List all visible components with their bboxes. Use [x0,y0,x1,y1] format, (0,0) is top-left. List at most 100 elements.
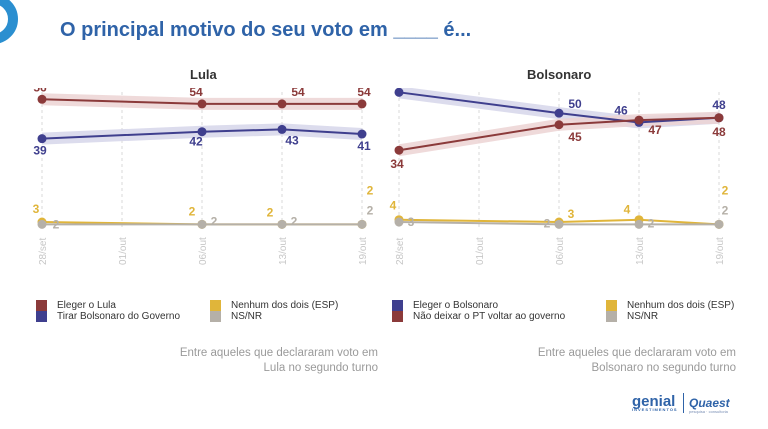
data-label: 54 [291,88,305,99]
data-label: 41 [357,139,371,153]
data-point [357,219,367,229]
data-point [197,127,207,137]
legend-label: NS/NR [231,311,263,322]
data-point [357,99,367,109]
quaest-logo: Quaest pesquisa · consultoria [689,396,730,414]
series-line [398,221,719,226]
data-label: 48 [712,98,726,112]
data-point [37,219,47,229]
data-label: 56 [33,88,47,94]
lula-chart: 28/set 01/out 06/out 13/out 19/out 56 54 54 54 39… [33,88,374,265]
data-label: 2 [211,214,218,228]
x-tick-label: 06/out [555,237,566,265]
data-point [554,120,564,130]
legend-label: Não deixar o PT voltar ao governo [413,311,566,322]
legend-label: Tirar Bolsonaro do Governo [57,311,181,322]
note-line: Entre aqueles que declararam voto em [179,347,378,359]
data-point [554,219,564,229]
data-point [394,145,404,155]
legend-label: Eleger o Bolsonaro [413,300,499,311]
data-point [197,219,207,229]
data-label: 50 [568,97,582,111]
data-label: 4 [390,199,397,213]
data-point [394,88,404,97]
legend-label: Nenhum dos dois (ESP) [627,300,735,311]
legend-swatch-blue [392,300,403,311]
data-label: 43 [285,133,299,147]
data-label: 47 [648,123,662,137]
bolsonaro-chart: 28/set01/out06/out13/out19/out5950464834… [390,88,729,265]
note-line: Entre aqueles que declararam voto em [537,347,736,359]
genial-logo-text: genial [632,393,676,410]
legend-label: NS/NR [627,311,659,322]
data-label: 3 [33,202,40,216]
chart-title-bolsonaro: Bolsonaro [527,67,592,82]
series-line [41,128,363,140]
series-line [398,218,720,226]
data-label: 34 [390,157,404,171]
data-point [634,219,644,229]
data-point [277,99,287,109]
data-label: 39 [33,144,47,158]
data-label: 3 [408,215,415,229]
data-point [37,134,47,144]
data-label: 48 [712,125,726,139]
note-line: Bolsonaro no segundo turno [591,362,737,374]
data-label: 59 [408,88,422,90]
data-label: 3 [568,207,575,221]
brand-divider [683,393,684,413]
data-point [277,124,287,134]
data-point [197,99,207,109]
x-tick-label: 01/out [475,237,486,265]
x-tick-label: 28/set [395,238,406,265]
data-label: 4 [624,203,631,217]
quaest-logo-text: Quaest [689,396,730,410]
legend-swatch-blue [36,311,47,322]
bolsonaro-note: Entre aqueles que declararam voto em Bol… [476,346,736,376]
series-line [41,98,362,105]
legend-item: Não deixar o PT voltar ao governo [392,311,565,322]
legend-swatch-gray [606,311,617,322]
x-tick-label: 01/out [118,237,129,265]
legend-swatch-red [36,300,47,311]
x-tick-label: 19/out [715,237,726,265]
data-point [277,219,287,229]
genial-logo: genial INVESTIMENTOS [632,393,678,412]
data-label: 46 [614,103,628,117]
legend-swatch-gold [210,300,221,311]
data-label: 2 [648,216,655,230]
brand-logo-ring [0,0,18,44]
data-point [394,217,404,227]
data-label: 42 [189,135,203,149]
legend-item: Eleger o Lula [36,300,116,311]
series-line [398,91,720,124]
data-label: 54 [189,88,203,99]
legend-item: Nenhum dos dois (ESP) [606,300,734,311]
data-point [357,129,367,139]
data-label: 2 [722,183,729,197]
data-label: 2 [544,216,551,230]
data-point [714,219,724,229]
data-label: 2 [53,217,60,231]
x-tick-label: 13/out [635,237,646,265]
legend-item: NS/NR [210,311,262,322]
series-line [398,116,720,152]
legend-label: Eleger o Lula [57,300,116,311]
legend-item: Eleger o Bolsonaro [392,300,498,311]
x-tick-label: 28/set [38,238,49,265]
x-tick-label: 06/out [198,237,209,265]
legend-item: Nenhum dos dois (ESP) [210,300,338,311]
data-point [634,115,644,125]
x-tick-label: 13/out [278,237,289,265]
chart-title-lula: Lula [190,67,217,82]
data-point [37,94,47,104]
data-label: 45 [568,130,582,144]
legend-swatch-gray [210,311,221,322]
legend-item: NS/NR [606,311,658,322]
data-point [554,108,564,118]
data-label: 54 [357,88,371,99]
page-title: O principal motivo do seu voto em ____ é… [60,19,472,41]
data-label: 2 [367,203,374,217]
data-label: 2 [367,183,374,197]
x-tick-label: 19/out [358,237,369,265]
